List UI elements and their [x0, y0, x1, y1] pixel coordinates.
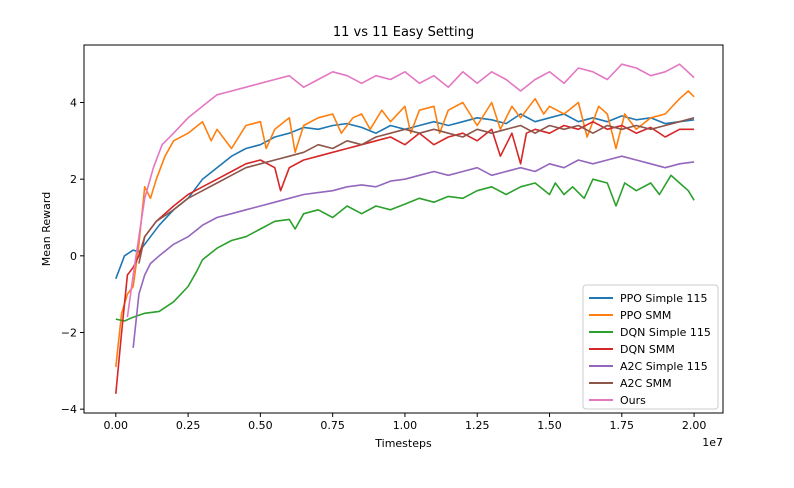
legend-box [582, 284, 719, 410]
series-line-4 [115, 120, 695, 394]
legend-label-5: A2C Simple 115 [620, 360, 708, 373]
legend-label-7: Ours [620, 394, 646, 407]
x-tick-label: 0.00 [104, 419, 129, 432]
x-tick-label: 0.50 [248, 419, 273, 432]
x-axis-label: Timesteps [374, 437, 432, 450]
legend-label-1: PPO Simple 115 [620, 292, 707, 305]
x-tick-label: 2.00 [682, 419, 707, 432]
x-tick-label: 0.75 [320, 419, 345, 432]
y-tick-label: 0 [70, 250, 77, 263]
legend-label-3: DQN Simple 115 [620, 326, 711, 339]
x-tick-label: 1.50 [537, 419, 562, 432]
y-tick-label: 2 [70, 173, 77, 186]
series-line-7 [126, 63, 695, 318]
x-tick-label: 1.25 [465, 419, 490, 432]
x-tick-label: 0.25 [176, 419, 201, 432]
legend-items: PPO Simple 115 PPO SMM DQN Simple 115 DQN S… [589, 292, 711, 407]
x-axis-offset-label: 1e7 [702, 436, 723, 449]
y-tick-label: −2 [61, 327, 77, 340]
series-line-5 [132, 155, 695, 348]
legend: PPO Simple 115 PPO SMM DQN Simple 115 DQN S… [582, 284, 719, 410]
legend-label-6: A2C SMM [620, 377, 672, 390]
series-line-6 [138, 117, 695, 264]
x-axis-ticks: 0.00 0.25 0.50 0.75 1.00 1.25 1.50 1.75 2.00 [104, 413, 707, 432]
plot-lines [115, 63, 695, 394]
plot-frame [83, 44, 724, 414]
y-tick-label: 4 [70, 97, 77, 110]
y-axis-label: Mean Reward [40, 192, 53, 266]
chart-title: 11 vs 11 Easy Setting [333, 25, 474, 40]
legend-label-2: PPO SMM [620, 309, 671, 322]
y-tick-label: −4 [61, 403, 77, 416]
series-line-3 [115, 174, 695, 322]
legend-label-4: DQN SMM [620, 343, 675, 356]
x-tick-label: 1.75 [610, 419, 635, 432]
y-axis-ticks: −4 −2 0 2 4 [61, 97, 84, 416]
x-tick-label: 1.00 [393, 419, 418, 432]
series-line-1 [115, 113, 695, 280]
